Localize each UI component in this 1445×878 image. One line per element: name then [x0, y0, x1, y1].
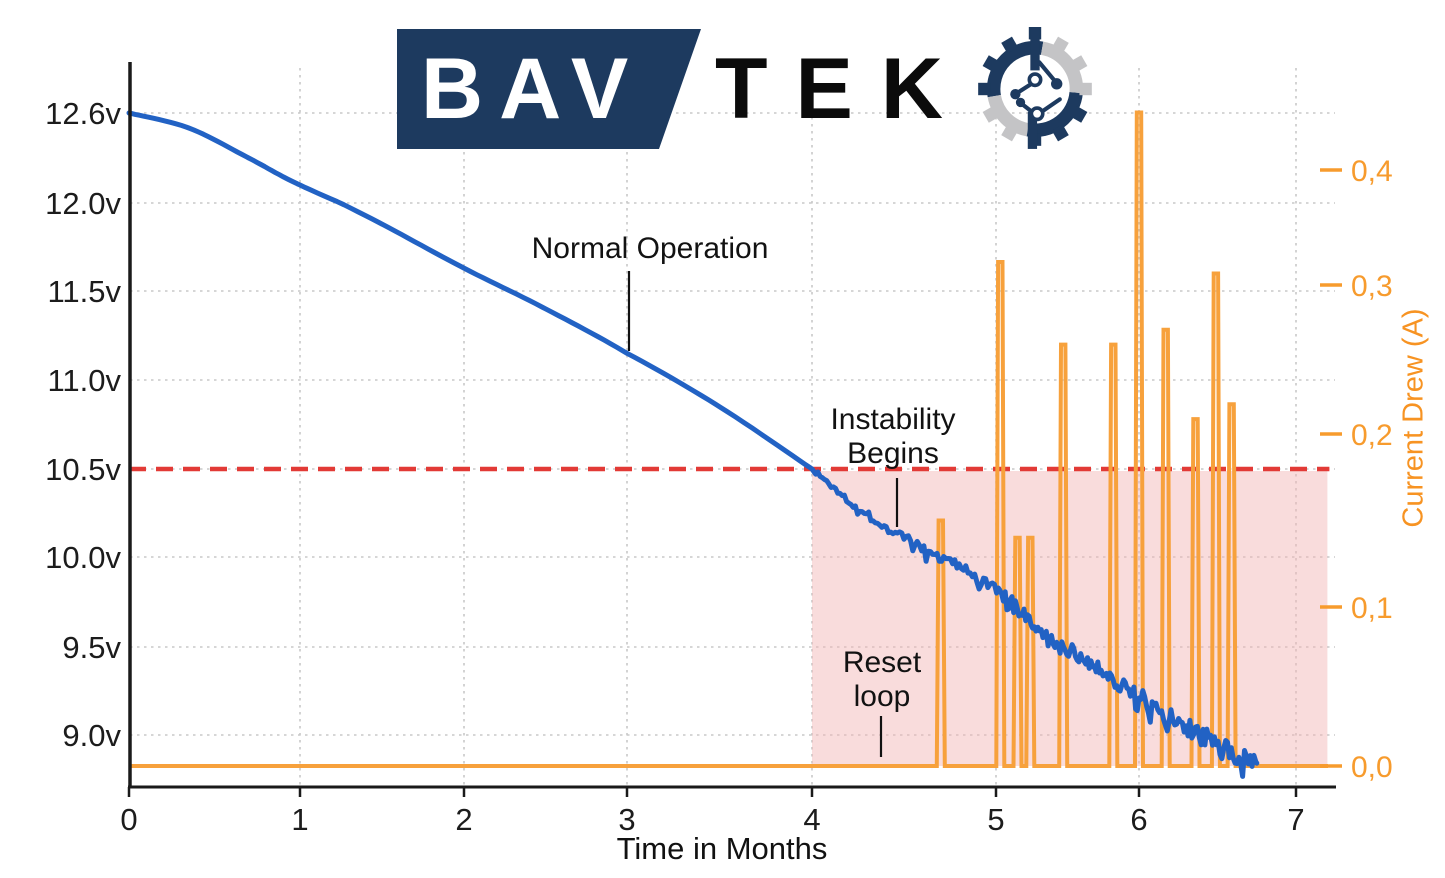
- x-tick-label: 5: [987, 802, 1004, 837]
- annotation-instability-line1: Instability: [830, 403, 956, 436]
- bavtek-logo: BAV TEK: [397, 27, 1097, 150]
- y-right-tick-label: 0,4: [1351, 155, 1393, 188]
- annotation-normal-operation-text: Normal Operation: [531, 232, 769, 265]
- gear-circuit-nodes: [1010, 72, 1063, 122]
- x-tick-label: 7: [1287, 802, 1304, 837]
- y-right-tick-label: 0,0: [1351, 751, 1393, 784]
- y-right-tick-label: 0,3: [1351, 270, 1393, 303]
- y-left-tick-label: 11.0v: [47, 363, 121, 398]
- y-left-tick-label: 9.5v: [62, 630, 121, 665]
- logo-text-tek: TEK: [715, 41, 971, 137]
- annotation-reset-loop: Reset loop: [843, 646, 921, 714]
- annotation-normal-operation: Normal Operation: [532, 232, 769, 266]
- annotation-instability-begins: Instability Begins: [830, 403, 955, 471]
- logo-text-bav: BAV: [421, 41, 645, 137]
- logo-navy-box: BAV: [397, 29, 701, 149]
- annotation-reset-line2: loop: [853, 679, 911, 713]
- annotation-instability-line2: Begins: [847, 436, 939, 470]
- y-left-tick-label: 9.0v: [62, 718, 121, 753]
- x-tick-label: 2: [455, 802, 472, 837]
- y-right-tick-label: 0,2: [1351, 419, 1393, 452]
- x-tick-label: 0: [120, 802, 137, 837]
- right-axis-title: Current Drew (A): [1397, 308, 1430, 528]
- x-tick-label: 1: [291, 802, 308, 837]
- x-axis-title: Time in Months: [616, 831, 828, 866]
- y-left-tick-label: 10.0v: [45, 540, 121, 575]
- y-left-tick-label: 12.6v: [45, 96, 121, 131]
- y-left-tick-label: 10.5v: [45, 452, 121, 487]
- annotation-reset-line1: Reset: [842, 646, 922, 679]
- bavtek-gear-icon: [978, 27, 1092, 149]
- x-tick-label: 6: [1130, 802, 1147, 837]
- y-left-tick-label: 11.5v: [47, 274, 121, 309]
- x-tick-label: 3: [618, 802, 635, 837]
- y-left-tick-label: 12.0v: [45, 186, 121, 221]
- y-right-tick-label: 0,1: [1351, 592, 1393, 625]
- x-tick-label: 4: [803, 802, 820, 837]
